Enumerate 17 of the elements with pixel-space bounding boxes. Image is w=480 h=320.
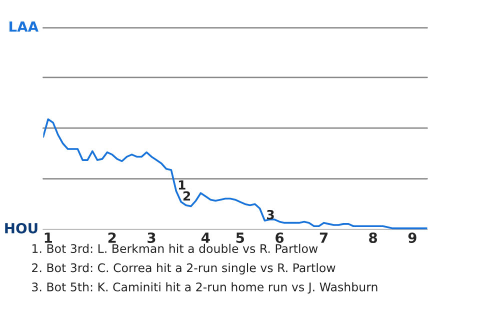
text: 2. Bot 3rd: C. Correa hit a 2-run single vs R. Partlow [32, 263, 336, 275]
x-tick-label: 9 [408, 232, 416, 243]
text: 1. Bot 3rd: L. Berkman hit a double vs R. Partlow [32, 244, 318, 254]
x-tick-label: 6 [276, 232, 284, 243]
text: 3. Bot 5th: K. Caminiti hit a 2-run home run vs J. Washburn [32, 282, 378, 294]
text: HOU [5, 222, 38, 234]
annotation: 2 [183, 191, 190, 201]
annotation: 3 [266, 210, 274, 220]
x-tick-label: 8 [369, 232, 378, 243]
x-tick-label: 4 [201, 232, 210, 243]
text: LAA [10, 22, 39, 32]
x-tick-label: 7 [320, 232, 328, 243]
x-tick-label: 2 [108, 232, 116, 243]
x-tick-label: 5 [236, 232, 244, 243]
x-tick-label: 1 [44, 232, 52, 243]
x-tick-label: 3 [148, 232, 156, 243]
annotation: 1 [178, 180, 186, 190]
